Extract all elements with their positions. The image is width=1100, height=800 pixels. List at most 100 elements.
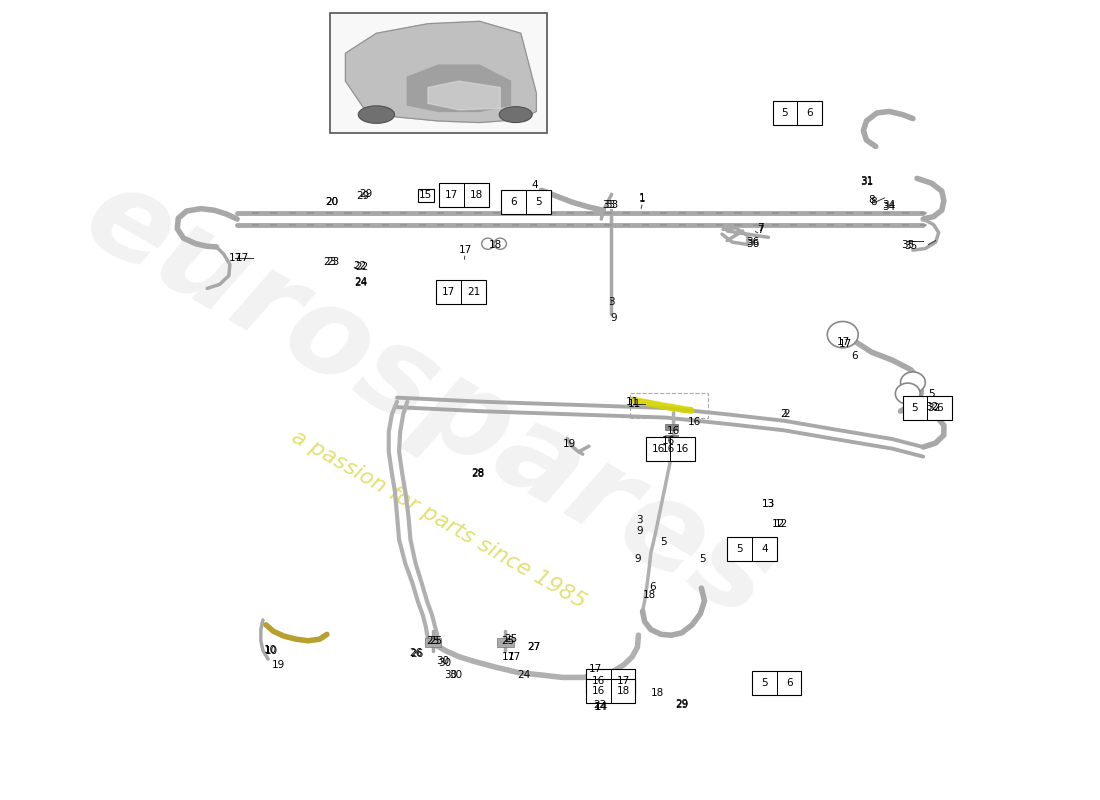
Text: 8: 8 [870,198,877,207]
Text: 23: 23 [327,257,340,267]
Text: 5: 5 [700,554,706,565]
Text: 13: 13 [762,498,776,509]
Text: 33: 33 [602,200,615,210]
Text: 17: 17 [508,652,521,662]
Text: 18: 18 [644,590,657,600]
Text: 32: 32 [927,403,940,413]
Text: 16: 16 [688,418,701,427]
Text: 26: 26 [409,648,422,658]
Text: 5: 5 [736,544,743,554]
Text: 22: 22 [355,262,368,272]
Ellipse shape [494,238,506,250]
FancyBboxPatch shape [502,190,551,214]
Text: 30: 30 [438,658,451,668]
Text: 2: 2 [781,409,788,418]
Text: 3: 3 [636,514,642,525]
Text: 27: 27 [528,642,541,652]
Text: 34: 34 [882,202,895,212]
Text: 29: 29 [675,698,689,709]
Polygon shape [407,65,510,111]
Text: 4: 4 [531,180,538,190]
Bar [330,14,547,133]
Text: 14: 14 [595,702,608,712]
Text: 16: 16 [662,445,675,454]
Text: 17: 17 [442,287,455,298]
Bar [497,638,514,647]
FancyBboxPatch shape [437,281,486,304]
Text: 5: 5 [761,678,768,688]
Text: 6: 6 [510,198,517,207]
Text: eurospares: eurospares [64,156,792,644]
Text: 23: 23 [594,700,607,710]
Text: 16: 16 [662,437,675,446]
Ellipse shape [796,104,811,118]
Text: 19: 19 [563,439,576,449]
Text: 17: 17 [588,664,602,674]
Text: 15: 15 [419,190,432,200]
Text: 5: 5 [535,198,541,207]
Text: 19: 19 [272,660,285,670]
Text: 18: 18 [616,686,629,696]
Polygon shape [428,81,501,110]
Text: 9: 9 [634,554,640,565]
Text: 35: 35 [904,241,917,251]
Text: 7: 7 [757,223,763,233]
Text: 36: 36 [747,237,760,247]
Text: 35: 35 [901,239,914,250]
Ellipse shape [827,322,858,348]
Text: 10: 10 [264,646,277,655]
Text: 6: 6 [806,108,813,118]
Text: 17: 17 [235,253,249,263]
Text: 16: 16 [592,676,605,686]
Bar [666,424,678,430]
Text: 26: 26 [410,649,424,658]
Ellipse shape [834,325,852,345]
Ellipse shape [895,383,920,404]
Text: 31: 31 [860,178,873,187]
Ellipse shape [782,104,796,118]
Text: 6: 6 [850,351,857,361]
Text: 9: 9 [610,313,617,323]
Text: 28: 28 [471,468,484,478]
Text: 17: 17 [839,339,853,349]
Bar [630,393,707,418]
Text: 20: 20 [326,198,339,207]
Text: 5: 5 [660,537,667,547]
Text: 16: 16 [667,426,680,436]
FancyBboxPatch shape [646,438,695,462]
Ellipse shape [499,106,532,122]
Text: 8: 8 [868,195,875,205]
Text: 25: 25 [427,636,440,646]
Text: 4: 4 [761,544,768,554]
Text: 24: 24 [354,277,367,287]
Ellipse shape [482,238,494,250]
Bar [666,442,678,448]
Text: 6: 6 [785,678,792,688]
Text: 7: 7 [757,225,763,235]
Text: 18: 18 [650,687,663,698]
Text: 32: 32 [925,402,938,412]
Text: 17: 17 [459,245,472,255]
Text: 18: 18 [470,190,483,200]
Ellipse shape [901,372,925,393]
Text: 31: 31 [860,176,873,186]
Text: 5: 5 [928,390,935,399]
Text: 25: 25 [504,634,517,644]
Text: 16: 16 [651,445,664,454]
Text: 17: 17 [446,190,459,200]
Bar [425,638,441,647]
Text: 21: 21 [466,287,480,298]
FancyBboxPatch shape [752,671,802,695]
Text: a passion for parts since 1985: a passion for parts since 1985 [287,427,588,612]
Text: 25: 25 [430,636,443,646]
Text: 30: 30 [449,670,462,680]
FancyBboxPatch shape [586,669,636,693]
Text: 12: 12 [776,518,789,529]
Text: 9: 9 [636,526,642,536]
Text: 11: 11 [628,399,641,409]
Text: 16: 16 [592,686,605,696]
Text: 22: 22 [353,261,366,271]
Text: 17: 17 [837,337,850,347]
FancyBboxPatch shape [727,537,777,561]
FancyBboxPatch shape [586,679,636,703]
